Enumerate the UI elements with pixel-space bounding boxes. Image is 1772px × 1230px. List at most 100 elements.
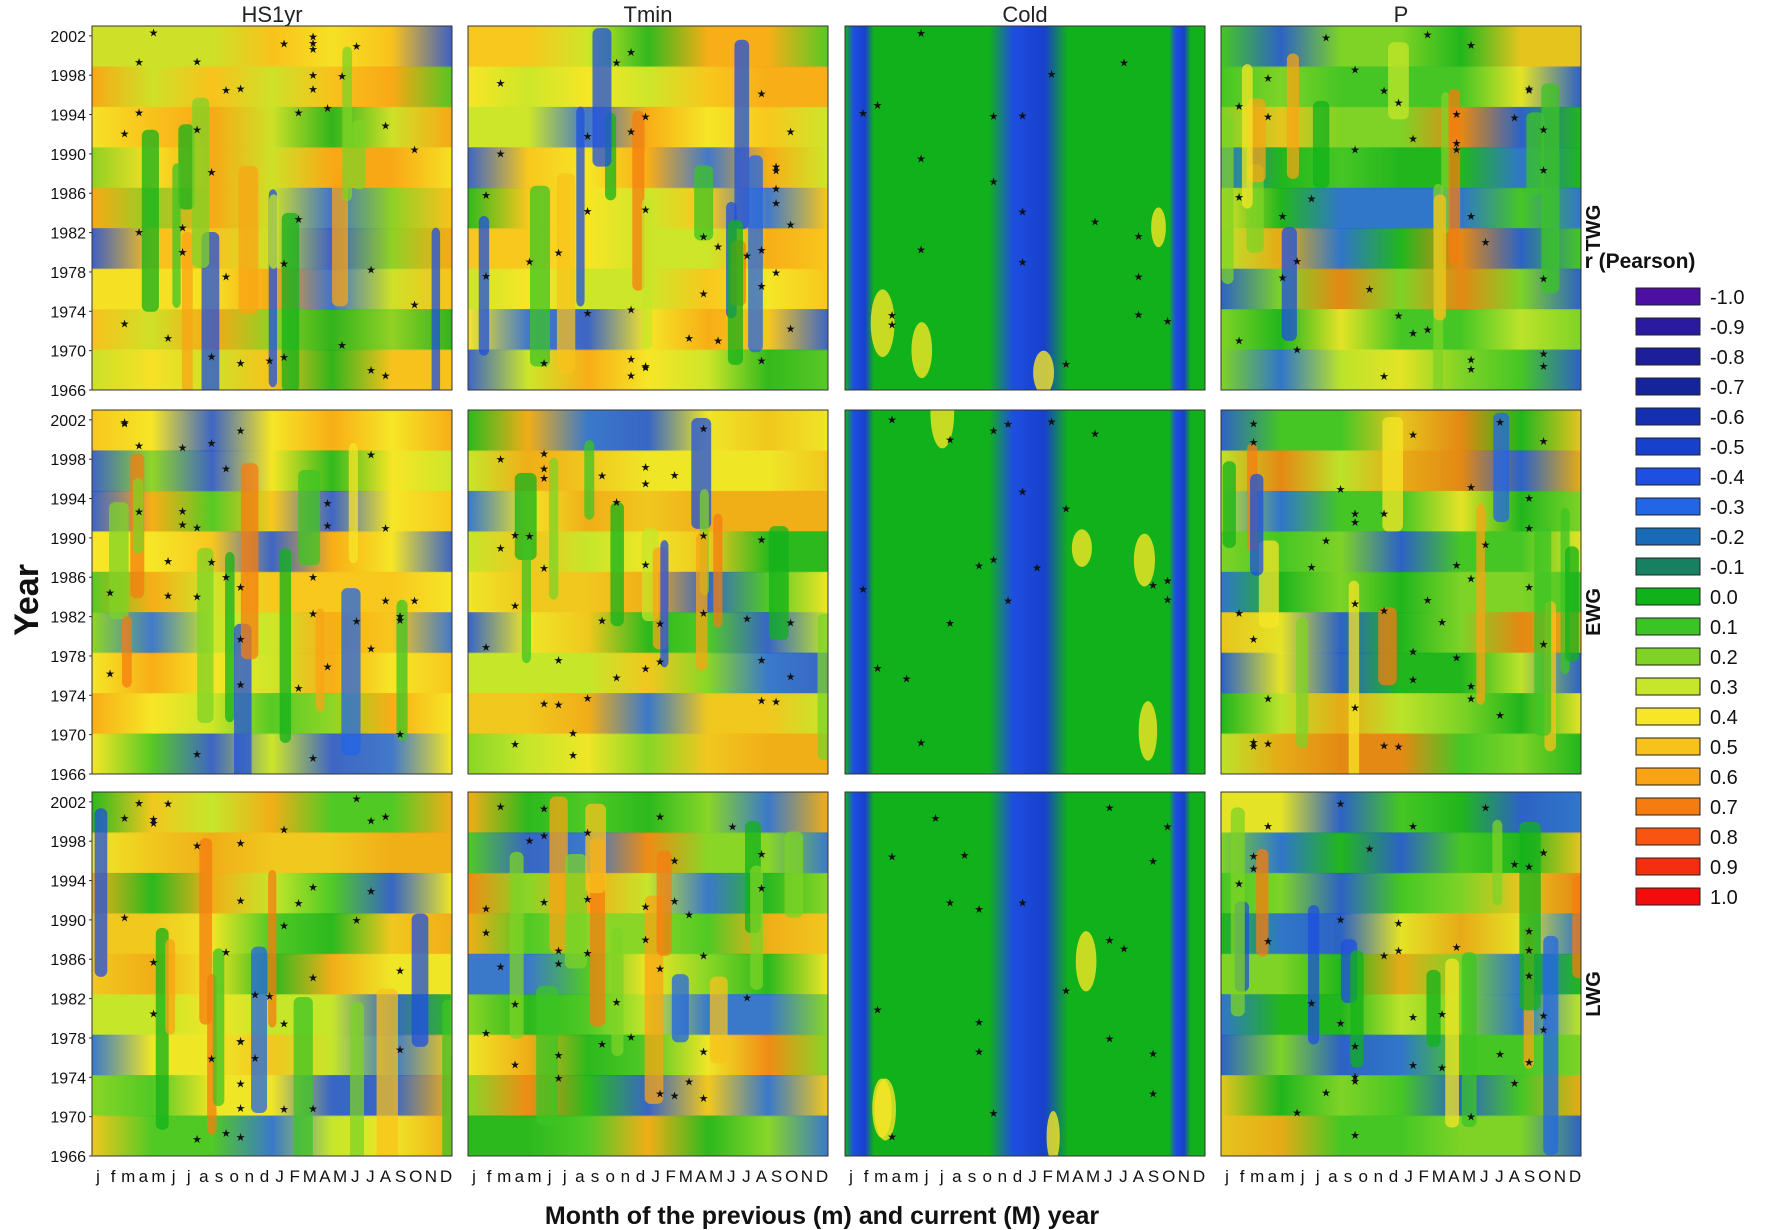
significance-marker: ★ (192, 57, 202, 69)
significance-marker: ★ (323, 521, 333, 533)
significance-marker: ★ (742, 250, 752, 262)
significance-marker: ★ (583, 206, 593, 218)
significance-marker: ★ (496, 78, 506, 90)
significance-marker: ★ (1510, 112, 1520, 124)
significance-marker: ★ (684, 333, 694, 345)
heatmap-cell (713, 513, 723, 628)
significance-marker: ★ (1524, 861, 1534, 873)
significance-marker: ★ (294, 108, 304, 120)
legend-label: 0.5 (1710, 737, 1738, 759)
significance-marker: ★ (1394, 311, 1404, 323)
heatmap-cell (1565, 546, 1579, 662)
heatmap-cell (121, 615, 132, 688)
significance-marker: ★ (684, 1077, 694, 1089)
significance-marker: ★ (539, 803, 549, 815)
x-tick-label: M (1086, 1167, 1100, 1186)
significance-marker: ★ (120, 813, 130, 825)
x-tick-label: m (904, 1167, 918, 1186)
significance-marker: ★ (207, 167, 217, 179)
x-tick-label: A (1448, 1167, 1460, 1186)
heatmap-cell (1250, 473, 1264, 576)
significance-marker: ★ (554, 700, 564, 712)
column-title: Cold (1002, 2, 1047, 27)
significance-marker: ★ (163, 591, 173, 603)
x-tick-label: N (1178, 1167, 1190, 1186)
x-tick-label: M (333, 1167, 347, 1186)
heatmap-cell (94, 808, 108, 977)
x-tick-label: N (801, 1167, 813, 1186)
significance-marker: ★ (1263, 936, 1273, 948)
heatmap-cell (727, 220, 743, 365)
x-tick-label: J (275, 1167, 284, 1186)
significance-marker: ★ (1495, 1049, 1505, 1061)
significance-marker: ★ (1365, 843, 1375, 855)
significance-marker: ★ (481, 1028, 491, 1040)
significance-marker: ★ (1234, 879, 1244, 891)
heatmap-cell (197, 547, 214, 724)
legend-swatch (1635, 527, 1701, 546)
significance-marker: ★ (178, 222, 188, 234)
y-tick-label: 1974 (50, 688, 86, 705)
y-tick-label: 1966 (50, 1149, 86, 1166)
significance-marker: ★ (1350, 1071, 1360, 1083)
significance-marker: ★ (1249, 864, 1259, 876)
significance-marker: ★ (699, 1047, 709, 1059)
significance-marker: ★ (1018, 206, 1028, 218)
significance-marker: ★ (178, 506, 188, 518)
significance-marker: ★ (641, 205, 651, 217)
heatmap-cell (315, 608, 325, 712)
significance-marker: ★ (1394, 97, 1404, 109)
x-tick-label: N (1554, 1167, 1566, 1186)
significance-marker: ★ (308, 31, 318, 43)
heatmap-cell (141, 129, 159, 312)
significance-marker: ★ (568, 750, 578, 762)
significance-marker: ★ (945, 897, 955, 909)
significance-marker: ★ (1350, 509, 1360, 521)
significance-marker: ★ (757, 355, 767, 367)
significance-marker: ★ (539, 698, 549, 710)
y-tick-label: 1974 (50, 1070, 86, 1087)
heatmap-cell (709, 976, 728, 1064)
significance-marker: ★ (612, 673, 622, 685)
heatmap-band (1169, 26, 1191, 390)
significance-marker: ★ (1003, 596, 1013, 608)
significance-marker: ★ (207, 1053, 217, 1065)
significance-marker: ★ (279, 352, 289, 364)
significance-marker: ★ (510, 1059, 520, 1071)
significance-marker: ★ (1466, 40, 1476, 52)
significance-marker: ★ (1090, 216, 1100, 228)
significance-marker: ★ (323, 498, 333, 510)
heatmap-cell (431, 227, 441, 390)
significance-marker: ★ (1263, 821, 1273, 833)
heatmap-cell (352, 120, 366, 190)
heatmap-band (468, 349, 828, 390)
x-tick-label: S (771, 1167, 782, 1186)
significance-marker: ★ (1539, 639, 1549, 651)
x-axis-label: Month of the previous (m) and current (M… (545, 1202, 1099, 1230)
significance-marker: ★ (352, 41, 362, 53)
heatmap-band (989, 26, 1069, 390)
heatmap-band (1221, 571, 1581, 614)
y-tick-label: 1970 (50, 344, 86, 361)
y-tick-label: 1998 (50, 452, 86, 469)
legend-swatch (1635, 467, 1701, 486)
legend-swatch (1635, 707, 1701, 726)
significance-marker: ★ (395, 729, 405, 741)
significance-marker: ★ (1105, 803, 1115, 815)
heatmap-panel: ★★★★★★★★★★★★★★★★★★★★ (845, 26, 1205, 390)
significance-marker: ★ (684, 910, 694, 922)
significance-marker: ★ (1263, 694, 1273, 706)
significance-marker: ★ (1018, 487, 1028, 499)
column-title: Tmin (624, 2, 673, 27)
significance-marker: ★ (1423, 325, 1433, 337)
heatmap-band (989, 410, 1069, 774)
x-tick-label: n (1374, 1167, 1383, 1186)
significance-marker: ★ (713, 336, 723, 348)
y-tick-label: 1986 (50, 570, 86, 587)
legend-label: 0.2 (1710, 647, 1738, 669)
heatmap-cell (817, 613, 828, 761)
x-tick-label: J (366, 1167, 375, 1186)
heatmap-band (1221, 612, 1581, 654)
significance-marker: ★ (149, 818, 159, 830)
heatmap-cell (1476, 503, 1485, 705)
